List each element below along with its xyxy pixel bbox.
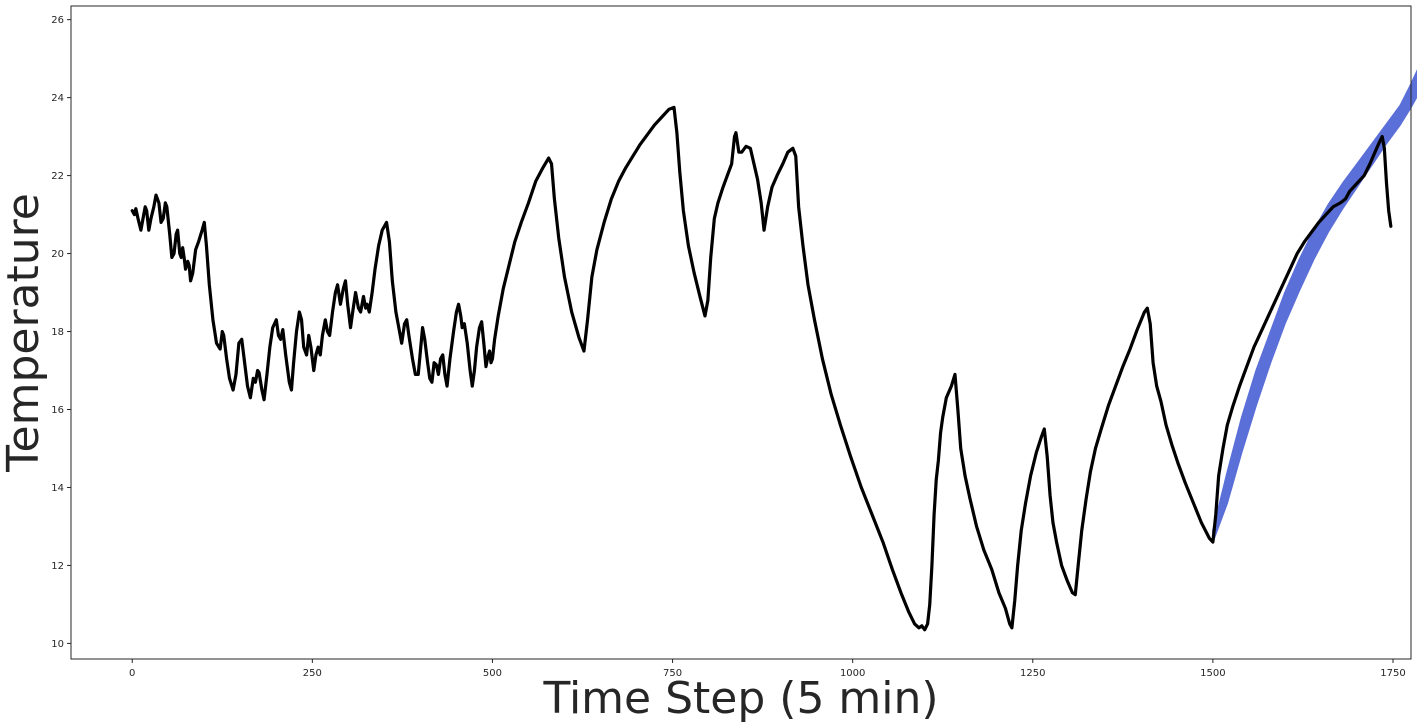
y-axis-title: Temperature: [0, 193, 49, 473]
y-tick-label: 18: [51, 327, 64, 338]
x-axis-title: Time Step (5 min): [542, 673, 938, 724]
y-tick-label: 22: [51, 171, 64, 182]
plot-area: [71, 6, 1411, 659]
y-tick-label: 10: [51, 639, 64, 650]
x-tick-label: 1500: [1200, 668, 1225, 679]
observed-temperature-line: [130, 105, 1393, 632]
plot-frame: [70, 5, 1412, 660]
x-tick-label: 1750: [1380, 668, 1405, 679]
forecast-band-layer: [1212, 69, 1417, 543]
observed-line-layer: [130, 105, 1393, 632]
y-axis-ticks: 10 12 14 16 18 20 22 24 26: [51, 15, 71, 650]
x-axis-ticks: 0 250 500 750 1000 1250 1500 1750: [129, 659, 1406, 679]
x-tick-label: 1000: [840, 668, 865, 679]
x-tick-label: 0: [129, 668, 135, 679]
y-tick-label: 24: [51, 93, 64, 104]
x-tick-label: 250: [303, 668, 322, 679]
x-tick-label: 500: [483, 668, 502, 679]
y-tick-label: 20: [51, 249, 64, 260]
x-tick-label: 1250: [1020, 668, 1045, 679]
x-tick-label: 750: [663, 668, 682, 679]
forecast-band: [1212, 69, 1417, 543]
y-tick-label: 16: [51, 405, 64, 416]
y-tick-label: 14: [51, 483, 64, 494]
y-tick-label: 26: [51, 15, 64, 26]
y-tick-label: 12: [51, 561, 64, 572]
